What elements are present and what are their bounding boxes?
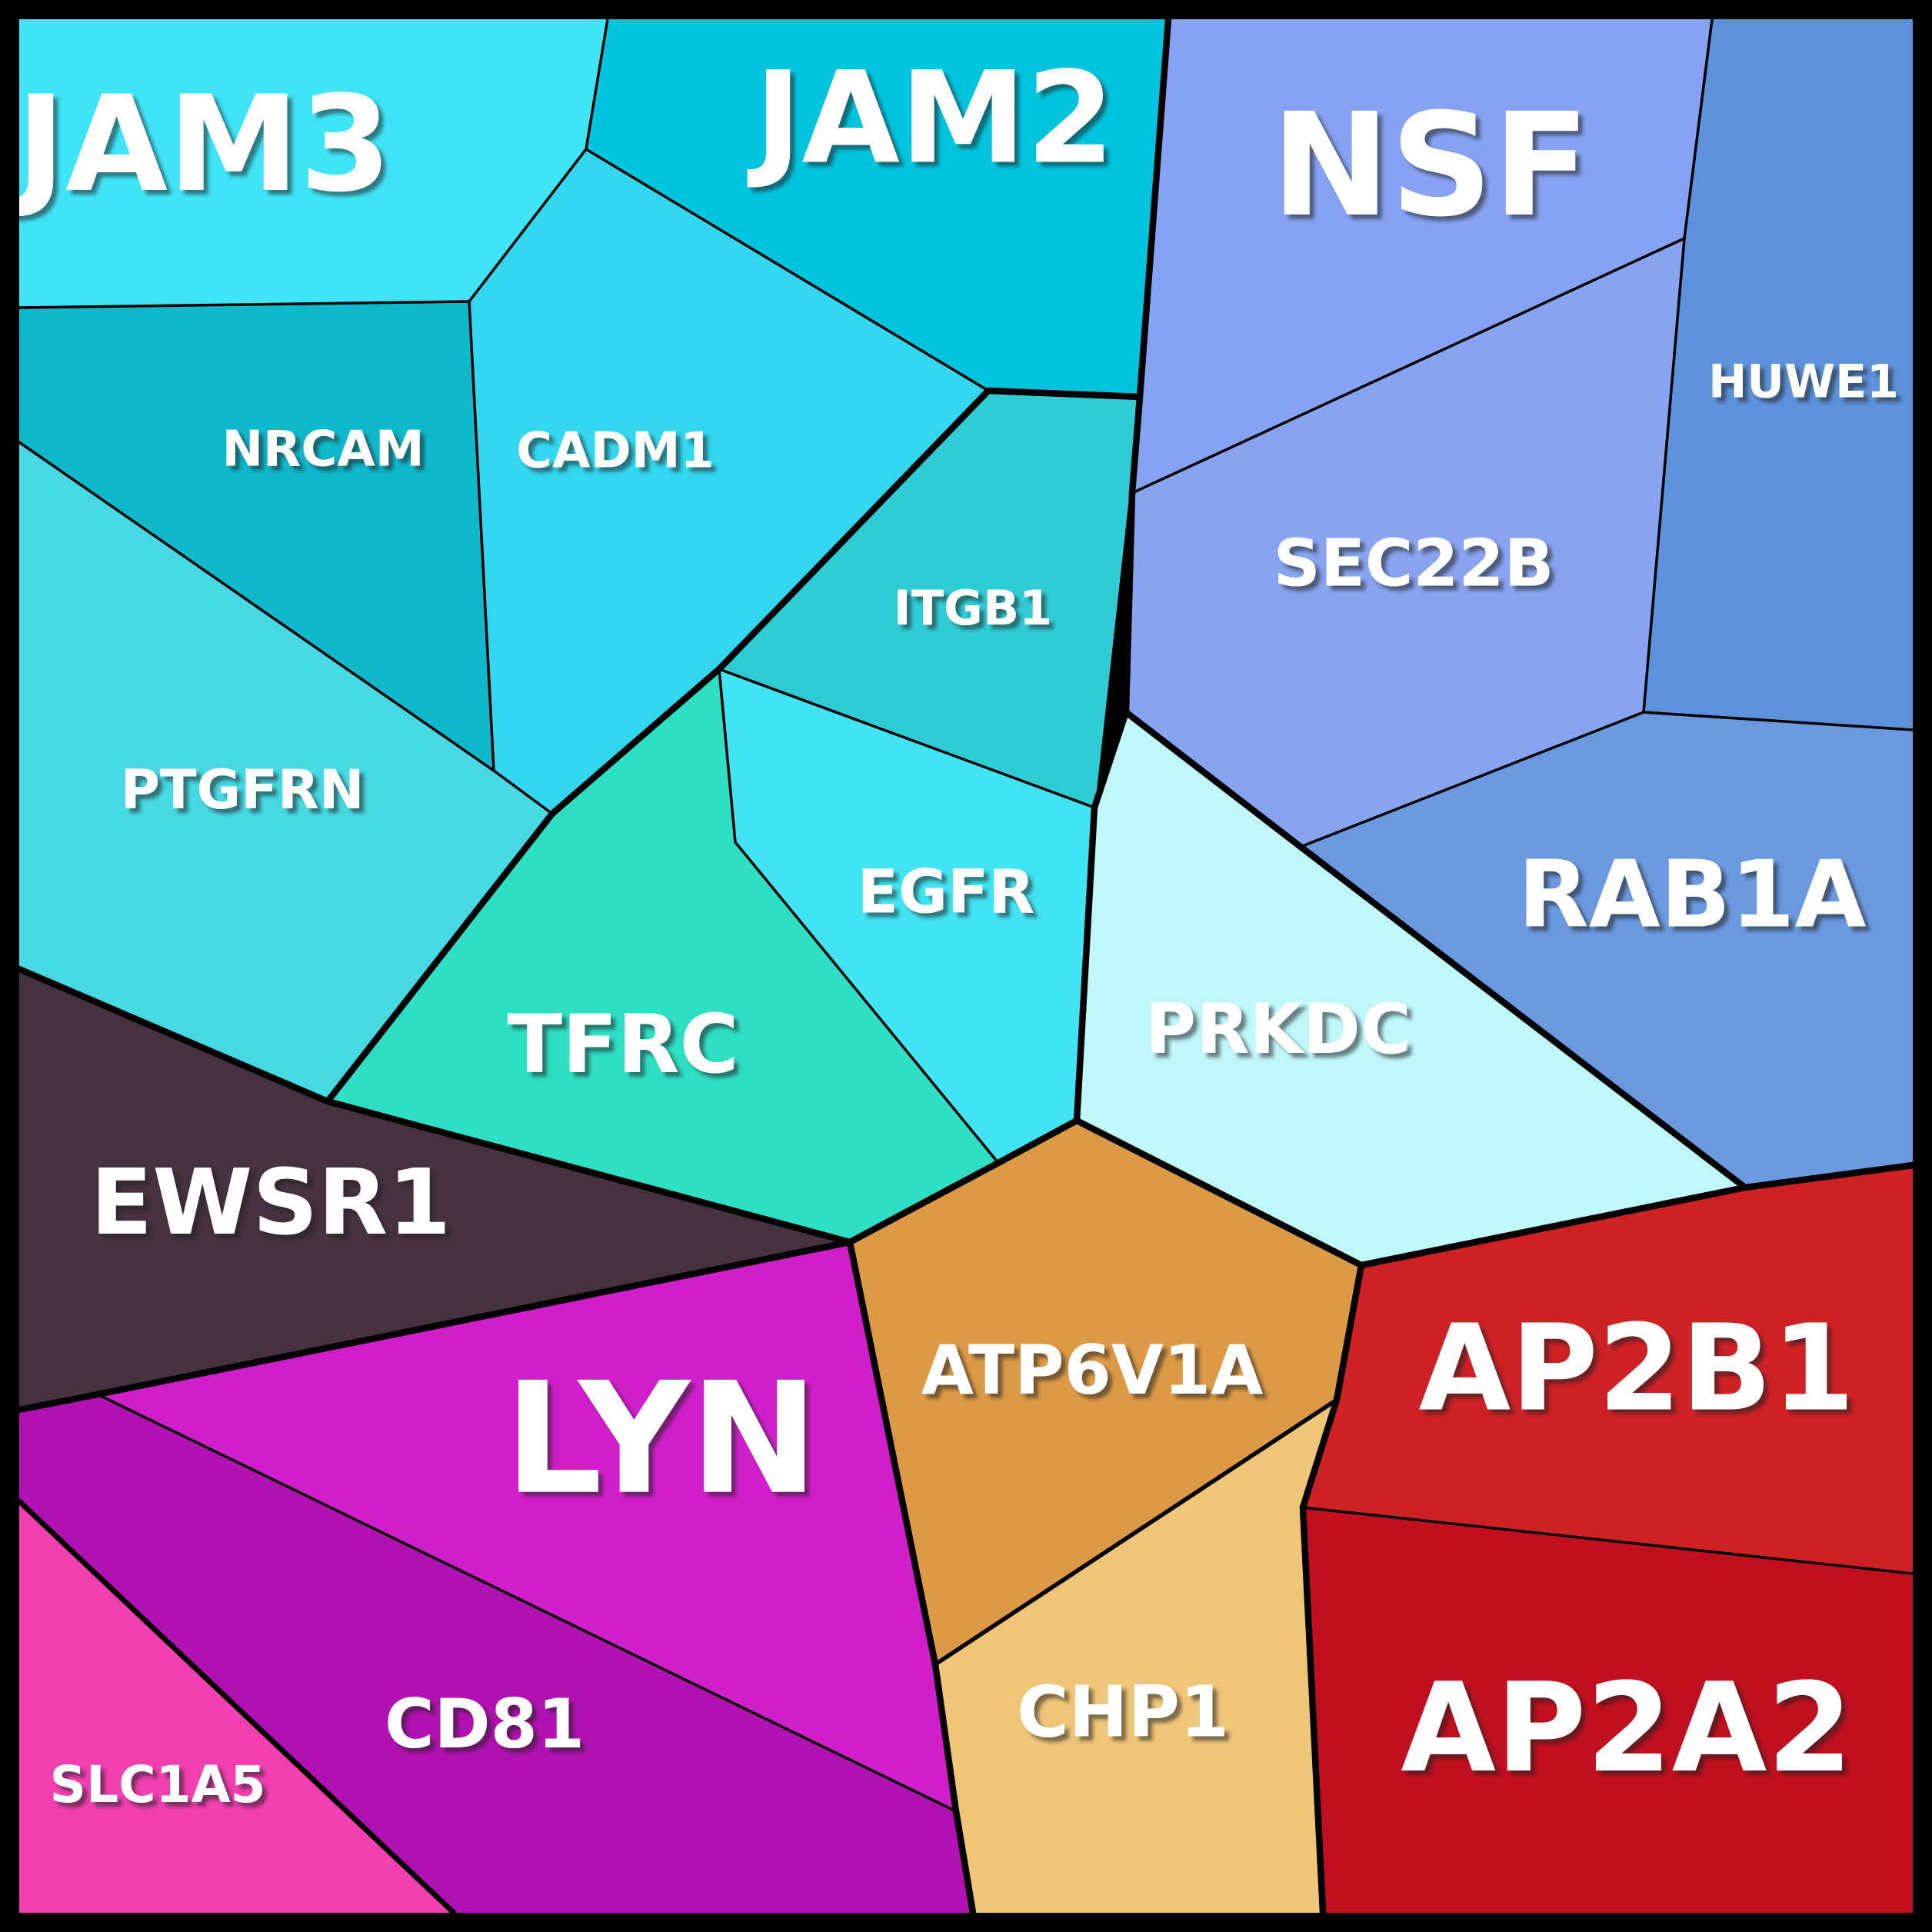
edge-CADM1-TFRC (548, 665, 723, 818)
label-PTGFRN: PTGFRN (121, 758, 365, 821)
edge-EGFR-PRKDC (1073, 804, 1098, 1124)
edges-layer (15, 15, 1917, 1917)
edge-JAM3-JAM2 (585, 18, 609, 151)
label-ATP6V1A: ATP6V1A (921, 1331, 1263, 1410)
label-AP2A2: AP2A2 (1401, 1656, 1853, 1800)
label-CHP1: CHP1 (1017, 1671, 1229, 1753)
edge-PRKDC-AP2B1 (1357, 1184, 1749, 1269)
edge-PTGFRN-EWSR1 (15, 965, 331, 1105)
edge-EGFR-TFRC (718, 668, 1000, 1164)
label-NRCAM: NRCAM (222, 421, 424, 478)
edge-JAM3-NRCAM (18, 300, 471, 309)
label-JAM2: JAM2 (747, 44, 1114, 192)
edge-PTGFRN-TFRC (324, 810, 556, 1105)
edge-HUWE1-RAB1A (1642, 711, 1914, 731)
edge-ITGB1-NSF (1128, 393, 1144, 497)
edge-SEC22B-RAB1A (1299, 711, 1645, 848)
edge-CD81-CHP1 (952, 1807, 977, 1917)
edge-JAM2-CADM1 (585, 148, 990, 392)
edge-NRCAM-PTGFRN (18, 441, 495, 772)
edge-CHP1-AP2A2 (1299, 1504, 1327, 1917)
label-SLC1A5: SLC1A5 (50, 1755, 266, 1814)
label-EWSR1: EWSR1 (91, 1149, 451, 1255)
label-CADM1: CADM1 (516, 423, 715, 480)
edge-CHP1-AP2B1 (1299, 1396, 1341, 1511)
edge-EWSR1-CD81 (15, 1391, 102, 1414)
edge-LYN-ATP6V1A (846, 1238, 939, 1668)
label-SEC22B: SEC22B (1274, 525, 1554, 601)
label-HUWE1: HUWE1 (1708, 355, 1899, 409)
edge-ITGB1-EGFR (718, 668, 1096, 809)
label-LYN: LYN (505, 1350, 819, 1529)
label-TFRC: TFRC (507, 998, 738, 1091)
edge-RAB1A-AP2B1 (1741, 1161, 1917, 1191)
edge-EGFR-ATP6V1A (994, 1117, 1081, 1167)
label-CD81: CD81 (385, 1684, 585, 1764)
edge-ITGB1-SEC22B (1122, 489, 1136, 716)
edge-CADM1-PTGFRN (492, 769, 554, 815)
edge-PRKDC-ATP6V1A (1073, 1117, 1365, 1269)
edge-CD81-SLC1A5 (16, 1498, 457, 1916)
edge-AP2B1-AP2A2 (1301, 1506, 1914, 1575)
label-RAB1A: RAB1A (1517, 842, 1866, 949)
edge-ITGB1-PRKDC (1091, 708, 1130, 811)
edge-LYN-CHP1 (931, 1661, 960, 1815)
label-ITGB1: ITGB1 (894, 580, 1053, 636)
label-NSF: NSF (1271, 82, 1590, 248)
edge-NRCAM-CADM1 (468, 300, 495, 772)
edge-JAM2-ITGB1 (984, 387, 1144, 401)
label-PRKDC: PRKDC (1145, 989, 1411, 1070)
cells-layer (18, 18, 1914, 1914)
labels-layer: JAM3 JAM2 NRCAM CADM1 PTGFRN ITGB1 EGFR TFRC NSF… (8, 44, 1899, 1814)
edge-TFRC-EWSR1 (324, 1098, 854, 1246)
label-JAM3: JAM3 (8, 67, 391, 222)
edge-SEC22B-HUWE1 (1642, 237, 1686, 714)
edge-SEC22B-PRKDC (1122, 708, 1304, 851)
edge-NSF-HUWE1 (1683, 18, 1714, 240)
label-AP2B1: AP2B1 (1418, 1298, 1854, 1437)
edge-ATP6V1A-CHP1 (933, 1397, 1339, 1667)
edge-JAM3-CADM1 (468, 148, 588, 303)
edge-LYN-CD81 (96, 1393, 958, 1813)
edge-NSF-SEC22B (1131, 237, 1686, 495)
edge-TFRC-ATP6V1A (846, 1159, 1002, 1246)
edge-ATP6V1A-AP2B1 (1333, 1261, 1365, 1404)
edge-RAB1A-PRKDC (1297, 843, 1749, 1191)
edge-JAM2-NSF (1136, 15, 1172, 401)
label-EGFR: EGFR (858, 858, 1035, 927)
edge-CADM1-ITGB1 (715, 387, 992, 673)
edge-EWSR1-LYN (94, 1238, 854, 1398)
